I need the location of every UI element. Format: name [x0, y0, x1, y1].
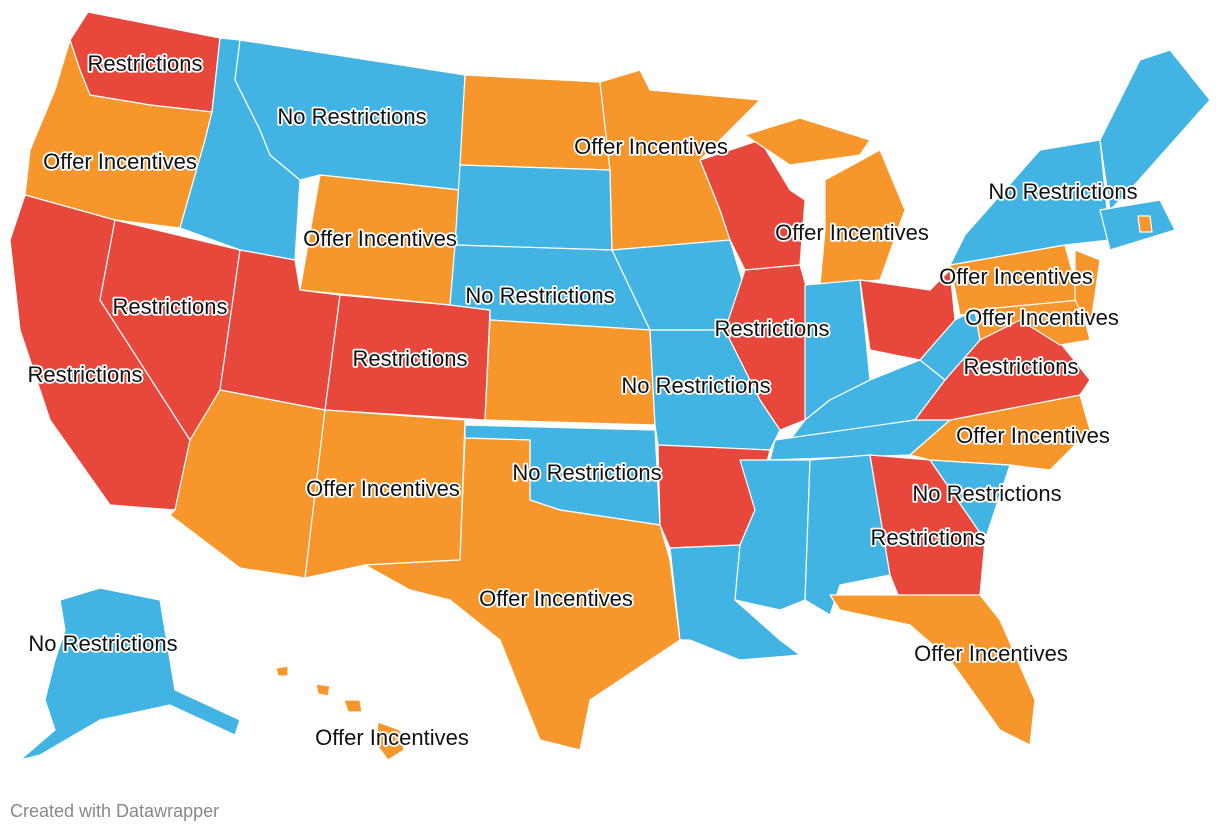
region-label: No Restrictions [465, 283, 614, 308]
region-label: Offer Incentives [914, 641, 1068, 666]
state [275, 665, 289, 677]
state [1099, 199, 1176, 251]
region-label: Restrictions [28, 362, 143, 387]
state [1137, 215, 1153, 233]
region-label: No Restrictions [277, 104, 426, 129]
region-label: Offer Incentives [43, 149, 197, 174]
state [343, 699, 363, 713]
region-label: Offer Incentives [965, 305, 1119, 330]
region-label: Restrictions [353, 346, 468, 371]
state [364, 437, 681, 751]
region-label: No Restrictions [988, 179, 1137, 204]
region-label: Offer Incentives [306, 476, 460, 501]
region-label: Offer Incentives [574, 134, 728, 159]
region-label: Restrictions [113, 294, 228, 319]
footer: Created with Datawrapper [10, 801, 219, 821]
state [744, 117, 871, 166]
region-label: Offer Incentives [956, 423, 1110, 448]
state [1074, 249, 1101, 331]
state [829, 594, 1036, 746]
region-label: Offer Incentives [315, 725, 469, 750]
labels: Restrictions No Restrictions Offer Incenti… [26, 49, 1140, 752]
state [315, 683, 331, 697]
state [375, 721, 405, 761]
state [19, 587, 241, 761]
state [819, 149, 906, 286]
states [9, 11, 1211, 761]
region-label: No Restrictions [621, 373, 770, 398]
region-label: Restrictions [88, 51, 203, 76]
region-label: Offer Incentives [479, 586, 633, 611]
region-label: Offer Incentives [303, 226, 457, 251]
region-label: No Restrictions [28, 631, 177, 656]
region-label: No Restrictions [512, 460, 661, 485]
state [454, 164, 613, 251]
region-label: Restrictions [964, 354, 1079, 379]
region-label: Restrictions [715, 316, 830, 341]
state [734, 459, 811, 611]
region-label: No Restrictions [912, 481, 1061, 506]
region-label: Offer Incentives [939, 264, 1093, 289]
region-label: Restrictions [871, 525, 986, 550]
state [724, 264, 811, 431]
region-label: Offer Incentives [775, 220, 929, 245]
